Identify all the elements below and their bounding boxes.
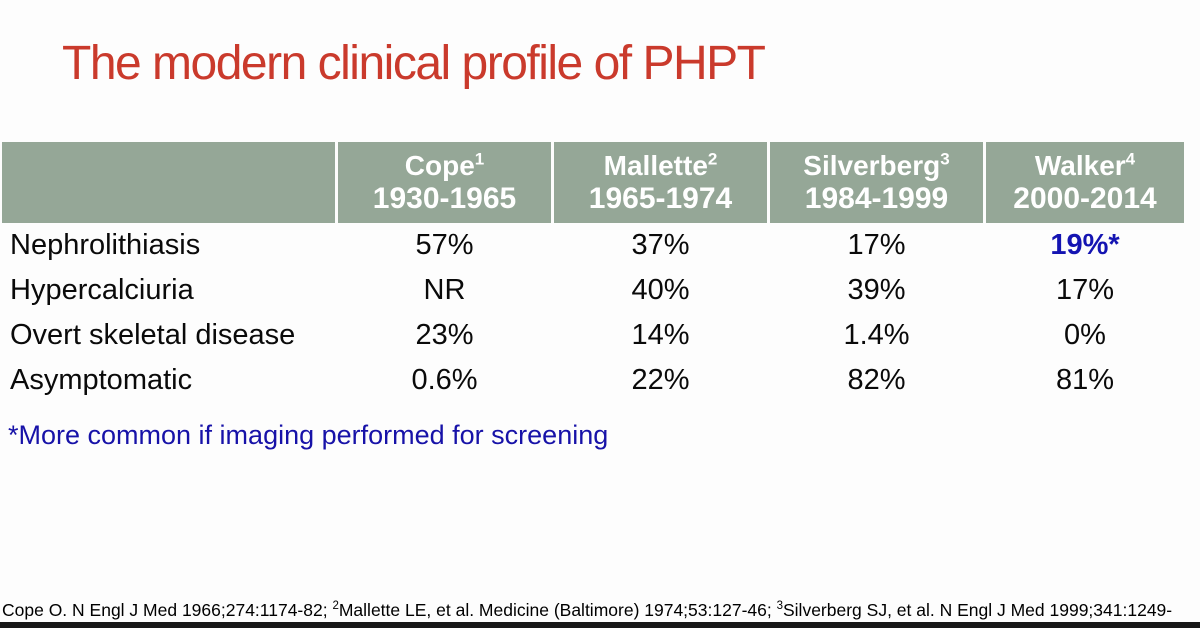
header-years: 2000-2014 [1013, 181, 1157, 215]
cell-value: 0.6% [411, 364, 478, 396]
citation-part: Silverberg SJ, et al. N Engl J Med 1999;… [783, 600, 1173, 620]
header-superscript: 2 [707, 149, 718, 169]
cell-value: 57% [415, 229, 474, 261]
citation-superscript: 2 [332, 600, 339, 613]
cell-value: NR [423, 274, 466, 306]
header-years: 1965-1974 [588, 181, 733, 215]
slide-title: The modern clinical profile of PHPT [62, 37, 766, 90]
citation-superscript: 3 [776, 600, 783, 613]
study-name-text: Mallette [603, 149, 708, 181]
cell-value: 0% [1064, 319, 1106, 351]
cell-value: 40% [631, 274, 690, 306]
reference-citation: Cope O. N Engl J Med 1966;274:1174-82; 2… [2, 600, 1172, 621]
table-header-walker: Walker4 2000-2014 [986, 142, 1184, 223]
header-superscript: 1 [474, 149, 485, 169]
header-study-name: Cope1 [405, 150, 484, 182]
cell-value: 14% [631, 319, 690, 351]
cell-value: 39% [847, 274, 906, 306]
table-header-silverberg: Silverberg3 1984-1999 [770, 142, 983, 223]
cell-value: 23% [415, 319, 474, 351]
row-label: Asymptomatic [10, 364, 193, 396]
header-superscript: 3 [940, 149, 950, 169]
header-superscript: 4 [1125, 149, 1136, 169]
cell-value-highlighted: 19%* [1050, 229, 1120, 261]
cell-value: 82% [847, 364, 906, 396]
cell-value: 17% [1055, 274, 1115, 306]
table-header-cope: Cope1 1930-1965 [338, 142, 551, 223]
row-label: Overt skeletal disease [10, 319, 296, 351]
citation-part: Mallette LE, et al. Medicine (Baltimore)… [338, 600, 777, 620]
study-name-text: Silverberg [803, 149, 941, 181]
study-comparison-table: Cope1 1930-1965 Mallette2 1965-1974 Silv… [2, 142, 1184, 403]
study-name-text: Cope [404, 149, 475, 181]
header-study-name: Walker4 [1035, 150, 1135, 182]
table-header-mallette: Mallette2 1965-1974 [554, 142, 767, 223]
header-study-name: Mallette2 [604, 150, 718, 182]
header-study-name: Silverberg3 [803, 150, 949, 182]
cell-value: 22% [631, 364, 690, 396]
bottom-divider-bar [0, 622, 1200, 628]
study-name-text: Walker [1034, 149, 1126, 181]
row-label: Hypercalciuria [10, 274, 194, 306]
header-years: 1984-1999 [804, 181, 949, 215]
table-header-empty [2, 142, 335, 223]
citation-part: Cope O. N Engl J Med 1966;274:1174-82; [2, 600, 333, 620]
cell-value: 81% [1055, 364, 1115, 396]
row-label: Nephrolithiasis [10, 229, 201, 261]
cell-value: 17% [847, 229, 906, 261]
cell-value: 37% [631, 229, 690, 261]
header-years: 1930-1965 [372, 181, 517, 215]
cell-value: 1.4% [843, 319, 910, 351]
asterisk-footnote: *More common if imaging performed for sc… [8, 420, 609, 450]
